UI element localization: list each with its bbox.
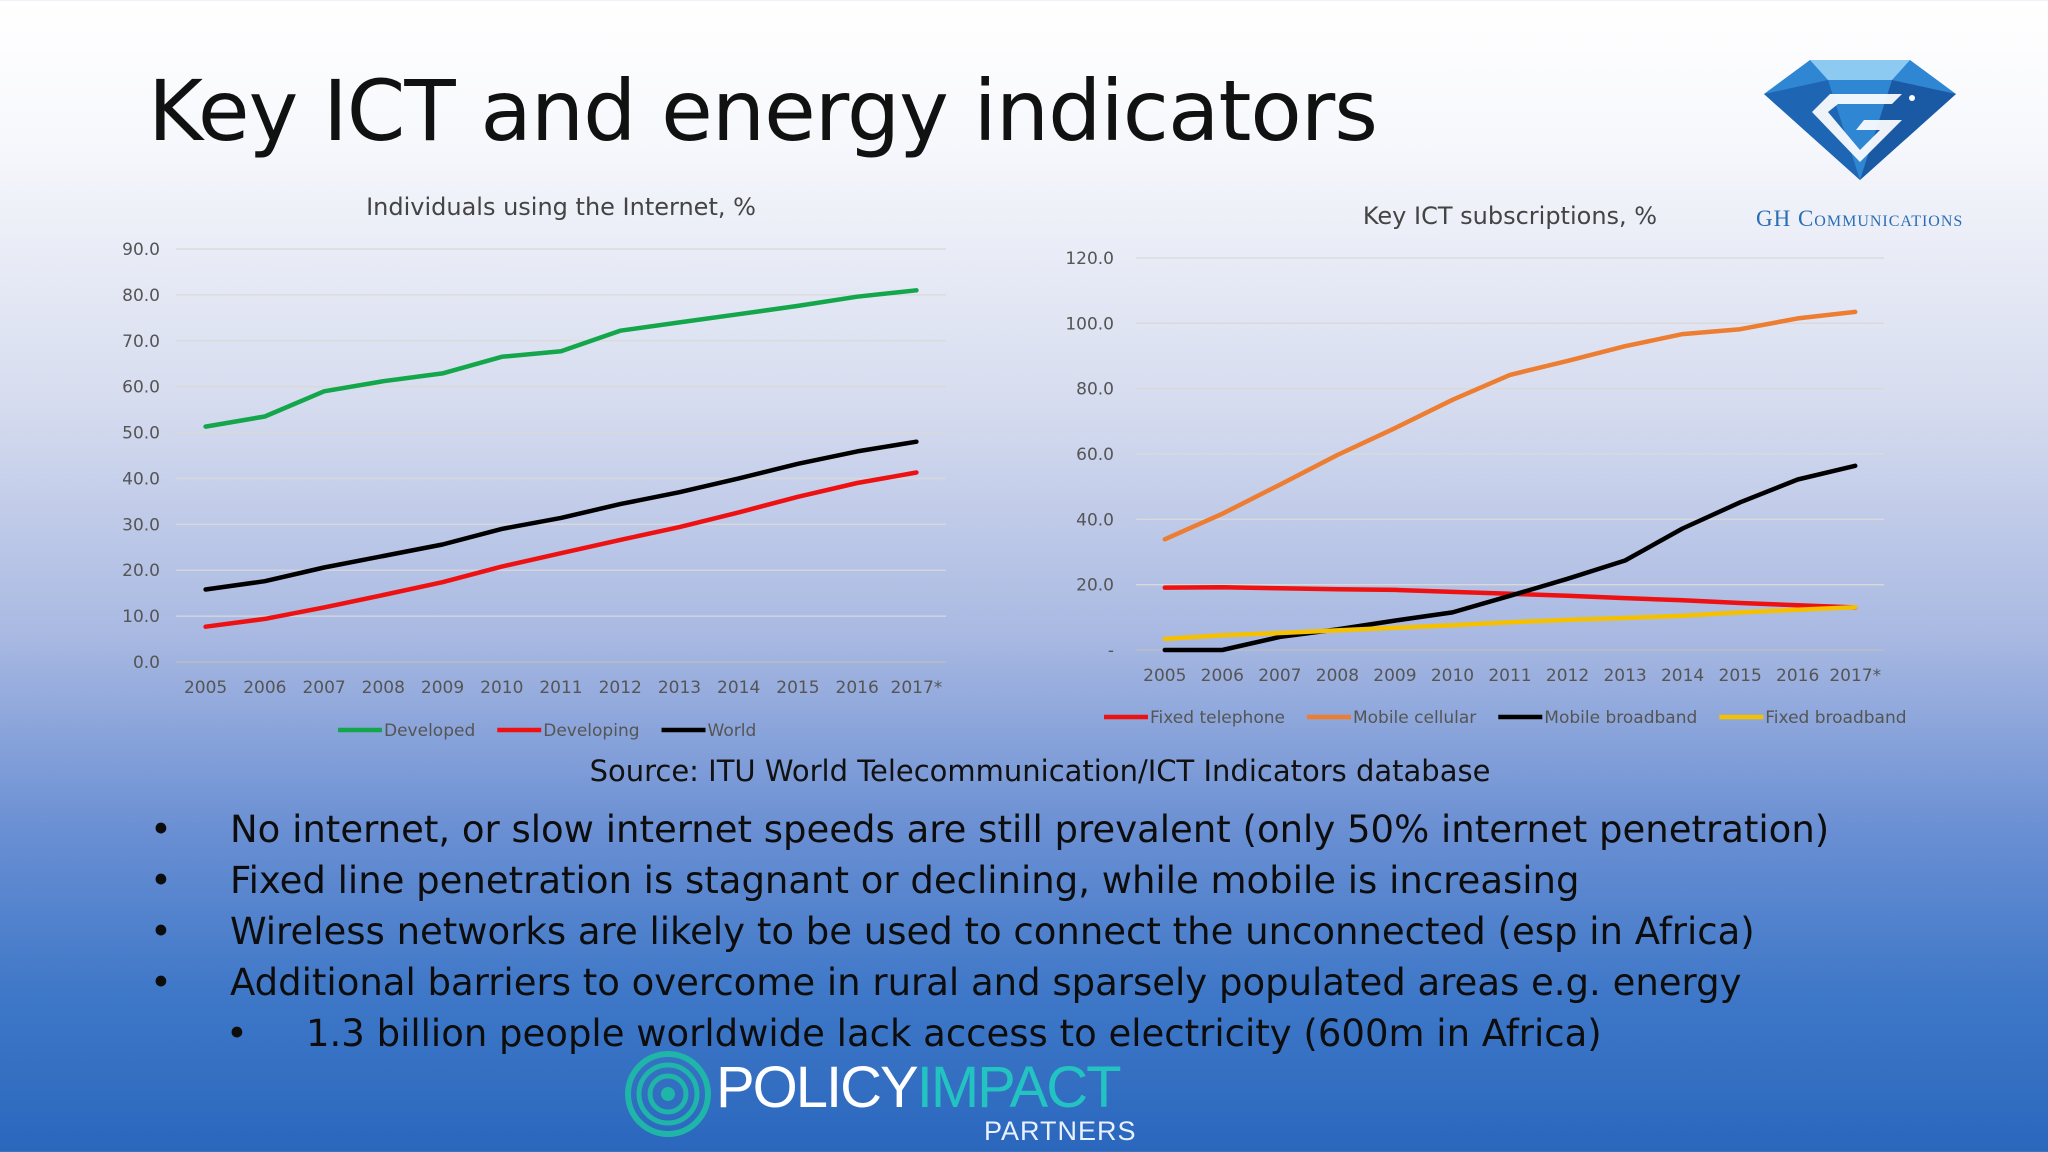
ring-icon	[625, 1051, 711, 1137]
x-tick-label: 2011	[1488, 666, 1531, 686]
x-tick-label: 2010	[1431, 666, 1474, 686]
series-line-fixed-broadband	[1162, 604, 1858, 642]
x-tick-label: 2012	[599, 678, 642, 698]
x-tick-label: 2016	[1776, 666, 1819, 686]
chart-title: Key ICT subscriptions, %	[1363, 202, 1657, 230]
y-tick-label: 60.0	[122, 378, 160, 398]
y-tick-label: 50.0	[122, 424, 160, 444]
y-tick-label: -	[1108, 641, 1114, 661]
y-tick-label: 20.0	[1076, 576, 1114, 596]
y-tick-label: 100.0	[1065, 314, 1114, 334]
x-tick-label: 2005	[184, 678, 227, 698]
x-tick-label: 2015	[1719, 666, 1762, 686]
legend-label: Mobile broadband	[1544, 708, 1697, 728]
bullet-item: Fixed line penetration is stagnant or de…	[148, 855, 1829, 906]
logo-word-policy: POLICY	[716, 1055, 919, 1120]
bullet-item: Additional barriers to overcome in rural…	[148, 957, 1829, 1008]
source-caption: Source: ITU World Telecommunication/ICT …	[589, 754, 1491, 788]
legend-label: Fixed telephone	[1150, 708, 1285, 728]
x-tick-label: 2017*	[891, 678, 943, 698]
x-tick-label: 2014	[1661, 666, 1704, 686]
slide-title: Key ICT and energy indicators	[148, 62, 1378, 160]
x-tick-label: 2006	[243, 678, 286, 698]
bullet-list: No internet, or slow internet speeds are…	[148, 804, 1829, 1059]
x-tick-label: 2007	[302, 678, 345, 698]
diamond-g-icon	[1764, 60, 1956, 180]
y-tick-label: 80.0	[122, 286, 160, 306]
x-tick-label: 2012	[1546, 666, 1589, 686]
x-tick-label: 2013	[658, 678, 701, 698]
x-tick-label: 2014	[717, 678, 760, 698]
internet-users-chart: Individuals using the Internet, % 0.0 10.0…	[122, 193, 946, 741]
logo-partners: PARTNERS	[984, 1116, 1137, 1146]
sub-bullet-item: 1.3 billion people worldwide lack access…	[224, 1008, 1829, 1059]
x-tick-label: 2013	[1603, 666, 1646, 686]
legend-label: World	[708, 721, 757, 741]
x-tick-label: 2017*	[1829, 666, 1881, 686]
x-tick-label: 2007	[1258, 666, 1301, 686]
x-tick-label: 2008	[1316, 666, 1359, 686]
series-line-world	[203, 439, 919, 592]
y-tick-label: 0.0	[133, 653, 160, 673]
y-tick-label: 60.0	[1076, 445, 1114, 465]
legend-label: Mobile cellular	[1353, 708, 1476, 728]
y-tick-label: 30.0	[122, 515, 160, 535]
series-line-developing	[203, 470, 919, 629]
legend-label: Developing	[543, 721, 639, 741]
series-line-mobile-broadband	[1162, 463, 1858, 653]
x-tick-label: 2009	[421, 678, 464, 698]
logo-word-impact: IMPACT	[916, 1055, 1122, 1120]
x-tick-label: 2010	[480, 678, 523, 698]
y-tick-label: 120.0	[1065, 249, 1114, 269]
y-tick-label: 90.0	[122, 240, 160, 260]
x-tick-label: 2009	[1373, 666, 1416, 686]
series-line-developed	[203, 288, 919, 429]
series-line-mobile-cellular	[1162, 309, 1858, 542]
legend-label: Developed	[384, 721, 475, 741]
bullet-item: No internet, or slow internet speeds are…	[148, 804, 1829, 855]
ict-subscriptions-chart: Key ICT subscriptions, % - 20.0 40.0 60.0 80.…	[1065, 202, 1906, 728]
x-tick-label: 2016	[836, 678, 879, 698]
x-tick-label: 2015	[776, 678, 819, 698]
bullet-item: Wireless networks are likely to be used …	[148, 906, 1829, 957]
y-tick-label: 10.0	[122, 607, 160, 627]
logo-text: GH Communications	[1756, 206, 1964, 231]
chart-title: Individuals using the Internet, %	[366, 193, 756, 221]
x-tick-label: 2005	[1143, 666, 1186, 686]
x-tick-label: 2006	[1201, 666, 1244, 686]
y-tick-label: 40.0	[122, 469, 160, 489]
legend-label: Fixed broadband	[1765, 708, 1906, 728]
y-tick-label: 70.0	[122, 332, 160, 352]
policy-impact-logo: POLICYIMPACT PARTNERS	[620, 1040, 1140, 1152]
y-tick-label: 20.0	[122, 561, 160, 581]
x-tick-label: 2008	[362, 678, 405, 698]
y-tick-label: 80.0	[1076, 380, 1114, 400]
y-tick-label: 40.0	[1076, 510, 1114, 530]
x-tick-label: 2011	[539, 678, 582, 698]
